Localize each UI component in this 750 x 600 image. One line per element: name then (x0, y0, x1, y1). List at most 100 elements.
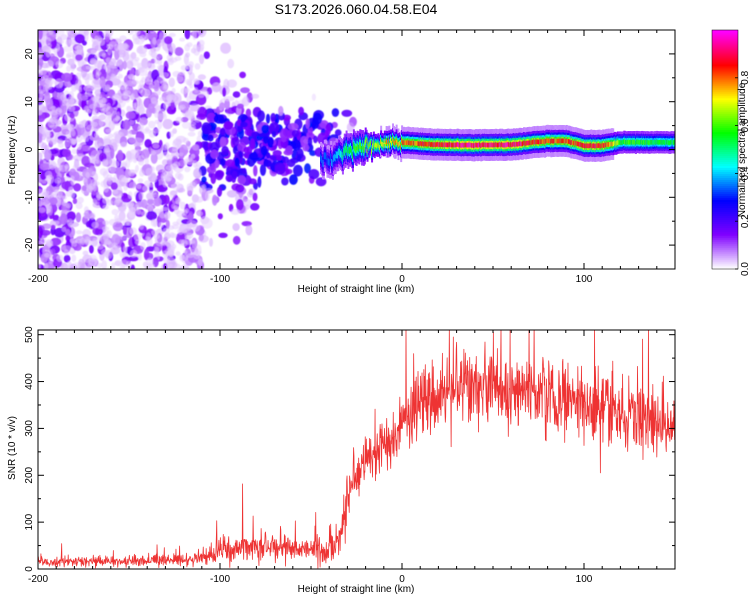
spectrogram-cell (187, 131, 196, 137)
spectrogram-cell (148, 103, 155, 114)
colorbar-cell (712, 85, 738, 89)
spectrogram-cell (145, 236, 151, 243)
colorbar-ticks: 0.0 0.2 0.4 0.6 0.8 (735, 70, 750, 276)
spectrogram-cell (145, 198, 155, 206)
spectrogram-cell (236, 103, 244, 109)
spectrogram-cell (261, 124, 269, 134)
spectrogram-cell (226, 79, 237, 88)
spectrogram-cell (105, 111, 112, 119)
spectrogram-cell (87, 262, 92, 269)
colorbar-cell (712, 247, 738, 250)
spectrogram-cell (125, 111, 136, 120)
spectrogram-cell (38, 226, 44, 239)
colorbar-cell (712, 201, 738, 204)
spectrogram-cell (72, 240, 78, 247)
spectrogram-cell (99, 168, 108, 176)
spectrogram-cell (51, 105, 56, 113)
colorbar-cell (712, 219, 738, 222)
spectrogram-cell (75, 212, 82, 223)
spectrogram-cell (40, 76, 45, 81)
spectrogram-cell (293, 164, 303, 177)
spectrogram-cell (42, 84, 50, 92)
spectrogram-cell (67, 33, 75, 39)
colorbar-cell (712, 205, 738, 208)
spectrogram-cell (232, 145, 238, 155)
spectrogram-cell (62, 45, 74, 53)
spectrogram-cell (226, 190, 238, 198)
spectrogram-cell (136, 209, 142, 215)
spectrogram-cell (260, 145, 268, 156)
spectrogram-cell (263, 159, 272, 167)
spectrogram-cell (92, 78, 103, 85)
spectrogram-cell (44, 252, 50, 258)
spectrogram-cell (127, 202, 135, 207)
colorbar-cell (712, 77, 738, 81)
spectrogram-cell (170, 233, 178, 239)
spectrogram-cell (150, 166, 155, 173)
spectrogram-cell (232, 136, 240, 147)
spectrogram-cell (189, 124, 196, 132)
spectrogram-cell (196, 135, 201, 142)
spectrogram-cell (250, 138, 256, 150)
spectrogram-cell (91, 108, 97, 114)
colorbar-cell (712, 251, 738, 254)
spectrogram-cell (60, 94, 67, 102)
spectrogram-cell (186, 183, 193, 191)
spectrogram-cell (38, 135, 43, 144)
spectrogram-cell (135, 149, 142, 155)
spectrogram-cell (84, 30, 89, 42)
spectrogram-cell (209, 141, 220, 153)
spectrogram-cell (210, 172, 217, 185)
colorbar-cell (712, 67, 738, 71)
spectrogram-cell (115, 167, 123, 175)
x-tick-label: 100 (576, 574, 593, 585)
spectrogram-cell (98, 114, 106, 121)
spectrogram-cell (48, 162, 56, 170)
spectrogram-ridge-cell (673, 140, 675, 145)
x-tick-label: 0 (399, 574, 405, 585)
colorbar-cell (712, 241, 738, 244)
spectrogram-cell (70, 63, 76, 72)
spectrogram-cell (71, 148, 78, 154)
colorbar-cell (712, 57, 738, 61)
spectrogram-ridge (320, 123, 675, 180)
spectrogram-cell (119, 265, 126, 269)
spectrogram-cell (172, 70, 181, 78)
spectrogram-cell (201, 122, 212, 135)
colorbar-cell (712, 181, 738, 184)
spectrogram-cell (75, 202, 83, 210)
spectrogram-cell (46, 208, 51, 214)
spectrogram-cell (38, 65, 41, 71)
spectrogram-cell (129, 67, 135, 76)
spectrogram-cell (181, 121, 191, 129)
spectrogram-cell (85, 258, 91, 264)
spectrogram-cell (298, 106, 304, 116)
spectrogram-cell (87, 83, 91, 88)
colorbar-cell (712, 47, 738, 51)
spectrogram-cell (102, 204, 109, 210)
y-tick-label: -10 (24, 190, 35, 205)
spectrogram-cell (157, 113, 165, 121)
spectrogram-cell (98, 118, 104, 127)
spectrogram-cell (240, 121, 248, 128)
spectrogram-cell (210, 149, 219, 159)
spectrogram-cell (164, 142, 170, 149)
colorbar-cell (712, 137, 738, 141)
spectrogram-cell (186, 223, 192, 230)
spectrogram-cell (185, 78, 193, 86)
spectrogram-cell (159, 96, 166, 102)
colorbar-cell (712, 169, 738, 173)
spectrogram-cell (183, 250, 188, 255)
colorbar-cell (712, 121, 738, 125)
spectrogram-cell (177, 173, 184, 181)
spectrogram-cell (162, 250, 168, 257)
spectrogram-cell (114, 43, 120, 52)
spectrogram-cell (62, 200, 67, 207)
spectrogram-cell (161, 72, 169, 78)
colorbar-cell (712, 145, 738, 149)
colorbar-cell (712, 253, 738, 256)
spectrogram-cell (190, 103, 200, 112)
colorbar-cell (712, 131, 738, 135)
spectrogram-cell (111, 189, 119, 195)
spectrogram-cell (197, 106, 207, 118)
